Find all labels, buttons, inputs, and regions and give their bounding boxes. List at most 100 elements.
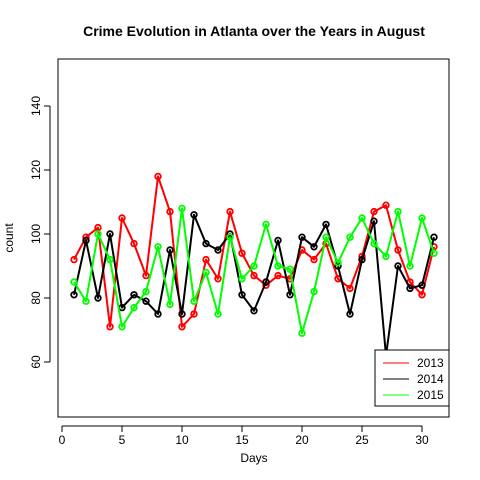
data-point bbox=[118, 323, 126, 331]
data-point bbox=[382, 252, 390, 261]
chart-title: Crime Evolution in Atlanta over the Year… bbox=[83, 23, 425, 39]
y-tick-label: 100 bbox=[29, 224, 43, 244]
legend-label: 2014 bbox=[417, 372, 444, 386]
y-tick-label: 80 bbox=[29, 291, 43, 305]
data-point bbox=[286, 265, 294, 273]
data-point bbox=[370, 239, 378, 248]
legend-label: 2015 bbox=[417, 388, 444, 402]
data-point bbox=[154, 243, 162, 251]
data-point bbox=[262, 278, 270, 286]
x-tick-label: 0 bbox=[59, 433, 66, 447]
data-point bbox=[406, 284, 414, 293]
y-tick-label: 120 bbox=[29, 160, 43, 180]
y-tick-label: 140 bbox=[29, 96, 43, 116]
data-point bbox=[274, 262, 282, 270]
data-point bbox=[310, 243, 318, 251]
series-line-2014 bbox=[73, 213, 435, 357]
data-point bbox=[418, 281, 426, 289]
data-point bbox=[262, 220, 270, 229]
data-point bbox=[94, 294, 102, 302]
data-point bbox=[106, 255, 114, 264]
data-point bbox=[370, 207, 378, 216]
data-point bbox=[346, 310, 354, 318]
data-point bbox=[70, 291, 78, 299]
data-point bbox=[82, 297, 90, 305]
data-point bbox=[214, 275, 222, 283]
data-point bbox=[346, 233, 354, 241]
data-point bbox=[154, 310, 162, 318]
x-tick-label: 5 bbox=[119, 433, 126, 447]
data-point bbox=[214, 246, 222, 254]
data-point bbox=[142, 287, 150, 296]
data-point bbox=[238, 275, 246, 283]
data-point bbox=[142, 271, 150, 280]
data-point bbox=[358, 255, 366, 264]
data-point bbox=[178, 204, 186, 213]
series-2015 bbox=[70, 204, 438, 337]
data-point bbox=[310, 255, 318, 264]
data-point bbox=[238, 291, 246, 299]
data-point bbox=[430, 249, 438, 257]
data-point bbox=[346, 284, 354, 293]
x-axis-label: Days bbox=[240, 451, 267, 465]
x-tick-label: 10 bbox=[175, 433, 189, 447]
data-point bbox=[418, 214, 426, 222]
data-point bbox=[394, 207, 402, 216]
data-point bbox=[406, 262, 414, 270]
data-point bbox=[358, 214, 366, 222]
data-point bbox=[334, 259, 342, 267]
data-point bbox=[142, 297, 150, 305]
series-2013 bbox=[70, 172, 438, 331]
data-point bbox=[82, 236, 90, 245]
data-point bbox=[418, 291, 426, 299]
data-point bbox=[130, 303, 138, 312]
data-point bbox=[274, 271, 282, 280]
data-point bbox=[286, 291, 294, 299]
data-point bbox=[190, 297, 198, 305]
y-tick-label: 60 bbox=[29, 355, 43, 369]
data-point bbox=[166, 246, 174, 254]
data-point bbox=[370, 217, 378, 225]
data-point bbox=[130, 239, 138, 248]
data-point bbox=[274, 236, 282, 245]
data-point bbox=[298, 329, 306, 337]
data-point bbox=[166, 207, 174, 216]
data-point bbox=[106, 230, 114, 238]
data-point bbox=[118, 214, 126, 222]
data-point bbox=[202, 268, 210, 277]
data-point bbox=[178, 310, 186, 318]
data-point bbox=[70, 255, 78, 264]
data-point bbox=[322, 220, 330, 229]
data-point bbox=[154, 172, 162, 181]
x-tick-label: 25 bbox=[355, 433, 369, 447]
data-point bbox=[94, 230, 102, 238]
data-point bbox=[226, 233, 234, 241]
data-point bbox=[106, 323, 114, 331]
series-line-2015 bbox=[73, 207, 435, 335]
x-tick-label: 15 bbox=[235, 433, 249, 447]
data-point bbox=[214, 310, 222, 318]
x-tick-label: 30 bbox=[415, 433, 429, 447]
data-point bbox=[430, 233, 438, 241]
data-point bbox=[394, 246, 402, 254]
data-point bbox=[202, 255, 210, 264]
legend: 2013 2014 2015 bbox=[374, 349, 450, 407]
data-point bbox=[250, 271, 258, 280]
legend-box bbox=[374, 349, 450, 407]
data-point bbox=[178, 323, 186, 331]
x-tick-label: 20 bbox=[295, 433, 309, 447]
series-layer bbox=[70, 172, 438, 360]
data-point bbox=[70, 278, 78, 286]
data-point bbox=[250, 262, 258, 270]
data-point bbox=[382, 201, 390, 209]
plot-frame bbox=[57, 58, 450, 418]
data-point bbox=[250, 307, 258, 315]
data-point bbox=[190, 211, 198, 219]
legend-label: 2013 bbox=[417, 356, 444, 370]
data-point bbox=[166, 300, 174, 309]
data-point bbox=[310, 287, 318, 296]
data-point bbox=[238, 249, 246, 257]
y-axis-label: count bbox=[2, 223, 16, 253]
